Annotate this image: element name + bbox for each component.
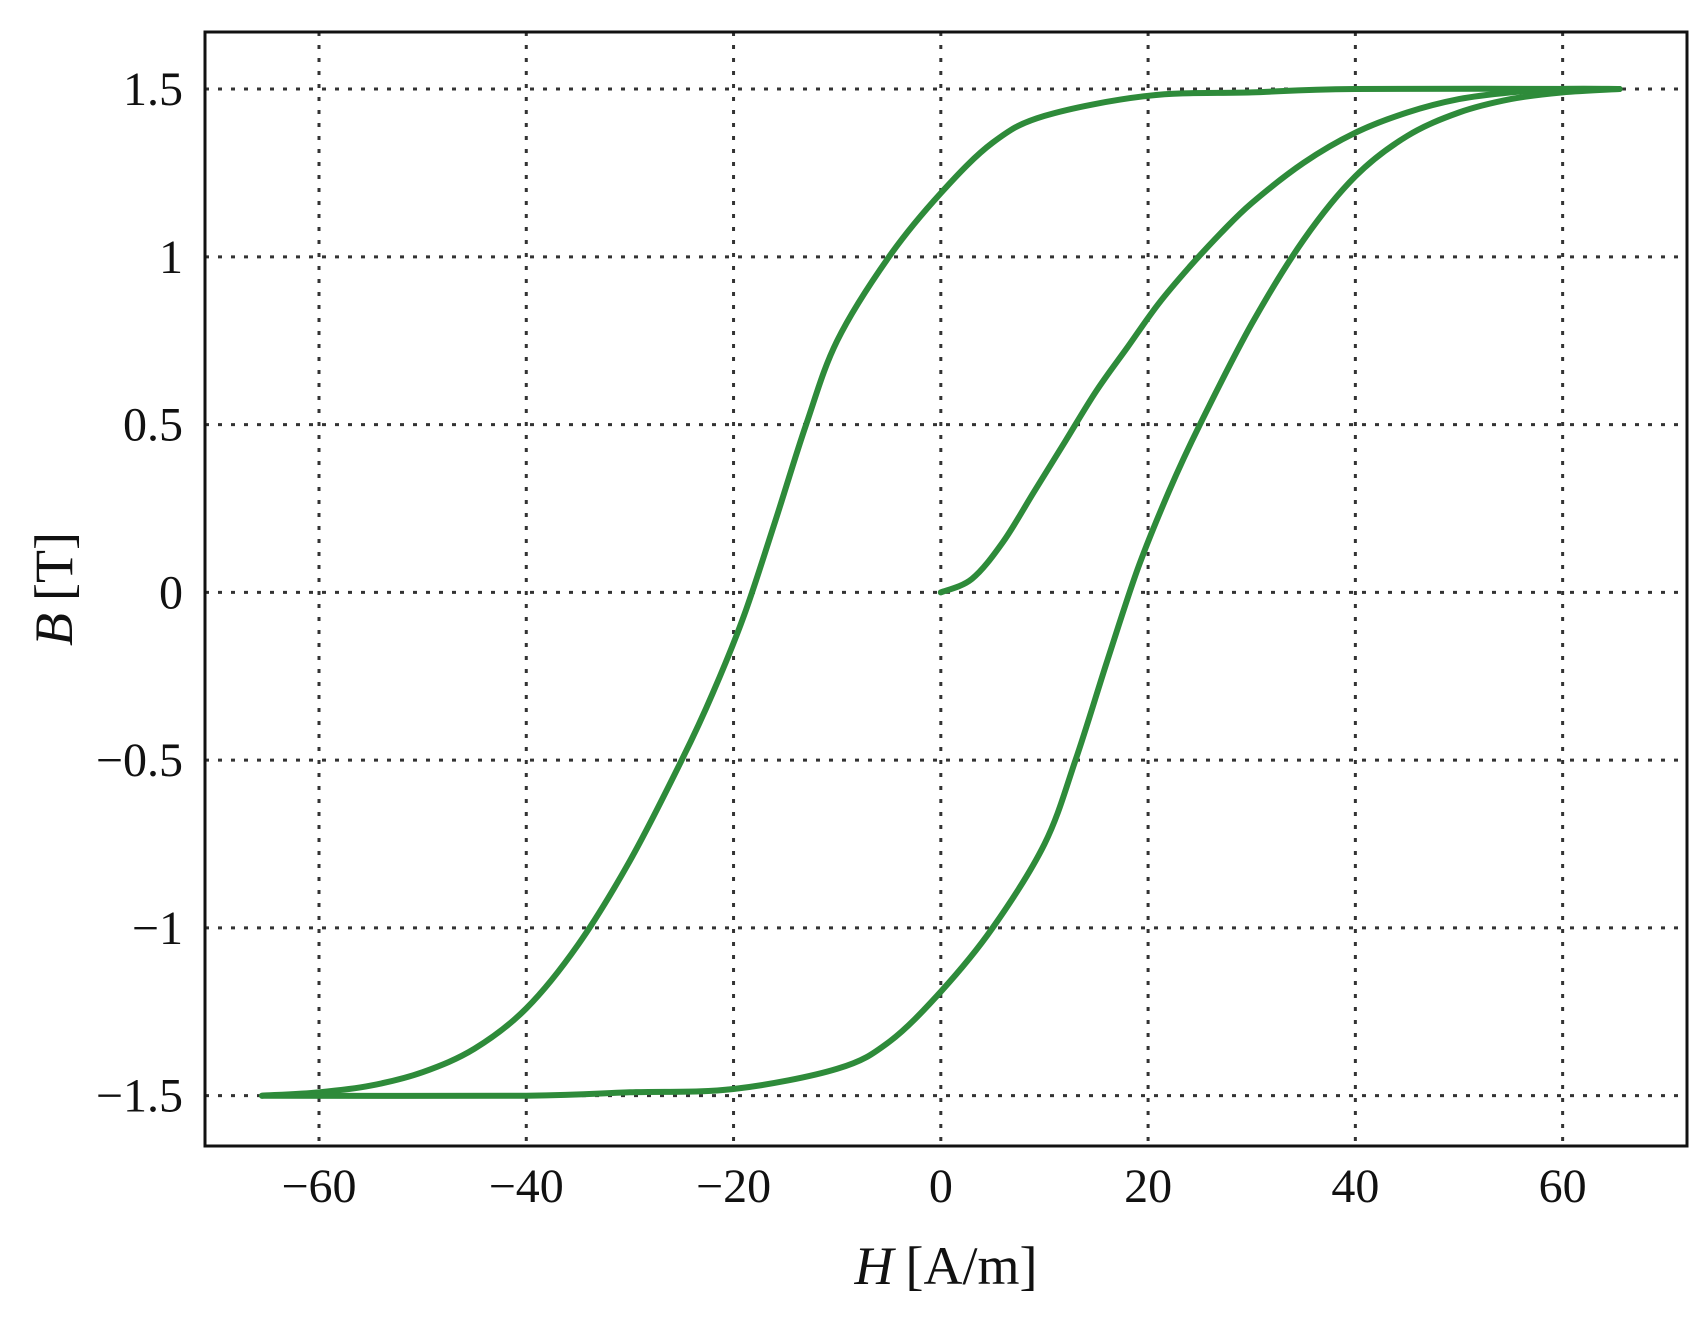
y-axis-label-unit: [T] bbox=[24, 532, 84, 601]
y-tick-labels: 1.5 1 0.5 0 −0.5 −1 −1.5 bbox=[96, 63, 183, 1123]
x-tick-label: 20 bbox=[1124, 1160, 1172, 1213]
series-line-initial-magnetization bbox=[937, 85, 1623, 596]
x-tick-label: −20 bbox=[696, 1160, 771, 1213]
y-tick-label: 1 bbox=[159, 231, 183, 284]
x-tick-label: −40 bbox=[489, 1160, 564, 1213]
y-axis-label-var: B bbox=[24, 613, 84, 646]
x-tick-label: 60 bbox=[1539, 1160, 1587, 1213]
y-tick-label: 0 bbox=[159, 566, 183, 619]
plot-frame bbox=[203, 30, 1689, 1148]
y-tick-label: −0.5 bbox=[96, 734, 183, 787]
y-tick-label: −1 bbox=[132, 902, 183, 955]
series-line-ascending-branch bbox=[259, 86, 1623, 1099]
y-tick-label: −1.5 bbox=[96, 1070, 183, 1123]
series-lines bbox=[259, 85, 1623, 1099]
x-tick-label: −60 bbox=[281, 1160, 356, 1213]
x-tick-label: 0 bbox=[929, 1160, 953, 1213]
y-axis-label: B [T] bbox=[24, 532, 84, 646]
x-tick-labels: −60 −40 −20 0 20 40 60 bbox=[281, 1160, 1586, 1213]
x-axis-label: H [A/m] bbox=[854, 1236, 1038, 1296]
x-axis-label-var: H bbox=[854, 1236, 897, 1296]
x-tick-label: 40 bbox=[1331, 1160, 1379, 1213]
series-line-descending-branch bbox=[259, 85, 1623, 1099]
y-tick-label: 1.5 bbox=[123, 63, 183, 116]
x-axis-label-unit: [A/m] bbox=[906, 1236, 1038, 1296]
y-tick-label: 0.5 bbox=[123, 399, 183, 452]
